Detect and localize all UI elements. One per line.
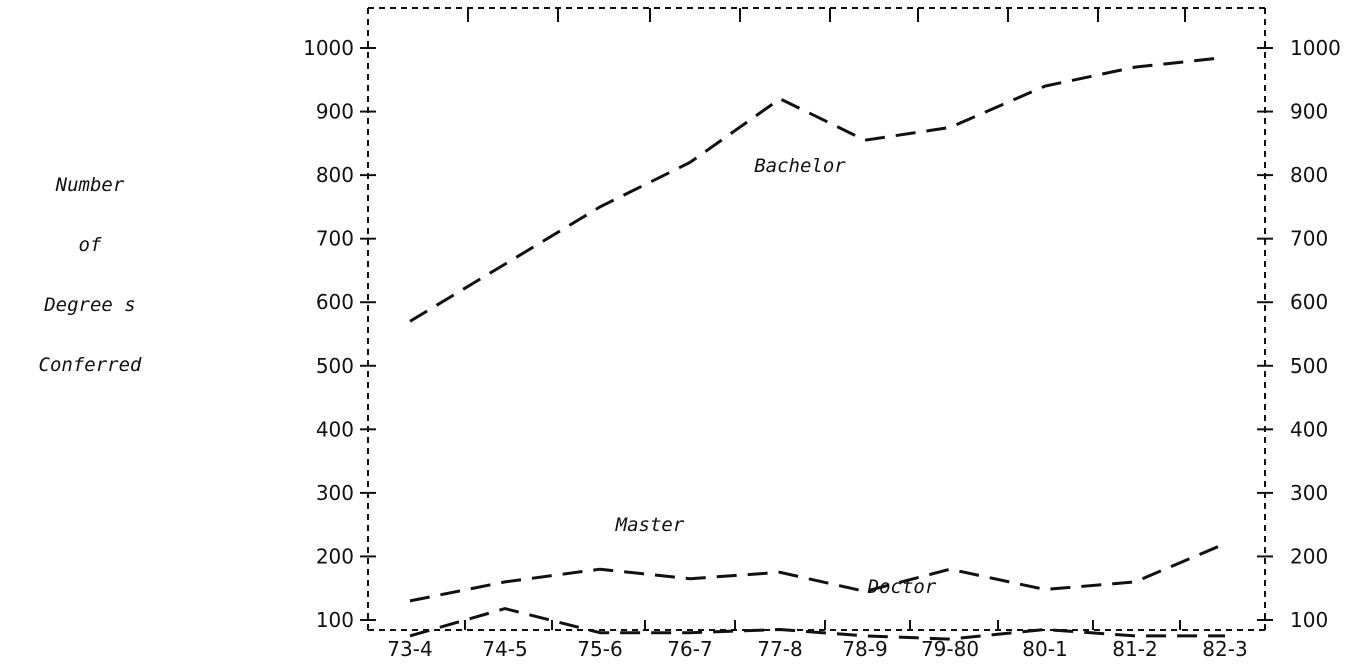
right-y-tick-label: 100 (1290, 608, 1328, 632)
series-label-master: Master (615, 514, 685, 536)
left-y-tick-label: 400 (316, 417, 354, 441)
y-axis-label: Number of Degree s Conferred (39, 174, 143, 376)
y-axis-label-line: Number (55, 174, 125, 196)
x-tick-label: 75-6 (577, 637, 622, 661)
left-y-tick-label: 200 (316, 544, 354, 568)
series-line-bachelor (409, 56, 1226, 323)
y-axis-label-line: Degree s (43, 294, 136, 316)
x-tick-label: 74-5 (482, 637, 527, 661)
series-line-doctor (409, 607, 1225, 641)
x-tick-label: 79-80 (921, 637, 979, 661)
x-axis: 73-4 74-5 75-6 76-7 77-8 78-9 79-80 80-1 81-2 82-… (387, 637, 1247, 661)
right-y-tick-label: 200 (1290, 544, 1328, 568)
series-line-master (409, 542, 1226, 603)
left-y-tick-label: 100 (316, 608, 354, 632)
right-y-tick-label: 600 (1290, 290, 1328, 314)
x-tick-label: 82-3 (1202, 637, 1247, 661)
left-y-tick-label: 500 (316, 354, 354, 378)
left-y-tick-label: 1000 (303, 36, 354, 60)
x-tick-label: 78-9 (842, 637, 887, 661)
y-axis-label-line: Conferred (39, 354, 143, 376)
x-tick-label: 80-1 (1022, 637, 1067, 661)
x-tick-label: 76-7 (667, 637, 712, 661)
x-tick-label: 77-8 (757, 637, 802, 661)
plot-frame (367, 7, 1266, 631)
left-y-tick-label: 900 (316, 100, 354, 124)
series-group: Bachelor Master Doctor (409, 56, 1226, 641)
right-y-tick-label: 900 (1290, 100, 1328, 124)
left-y-tick-label: 300 (316, 481, 354, 505)
series-label-bachelor: Bachelor (754, 155, 846, 177)
right-y-tick-label: 500 (1290, 354, 1328, 378)
right-y-tick-label: 700 (1290, 227, 1328, 251)
x-tick-label: 81-2 (1112, 637, 1157, 661)
right-y-tick-label: 1000 (1290, 36, 1341, 60)
left-y-axis: 100 200 300 400 500 600 700 800 900 1000 (303, 36, 376, 632)
right-y-tick-label: 300 (1290, 481, 1328, 505)
y-axis-label-line: of (79, 234, 102, 256)
right-y-tick-label: 400 (1290, 417, 1328, 441)
left-y-tick-label: 700 (316, 227, 354, 251)
left-y-tick-label: 600 (316, 290, 354, 314)
x-tick-label: 73-4 (387, 637, 432, 661)
left-y-tick-label: 800 (316, 163, 354, 187)
series-label-doctor: Doctor (867, 576, 937, 598)
right-y-tick-label: 800 (1290, 163, 1328, 187)
right-y-axis: 100 200 300 400 500 600 700 800 900 1000 (1257, 36, 1341, 632)
